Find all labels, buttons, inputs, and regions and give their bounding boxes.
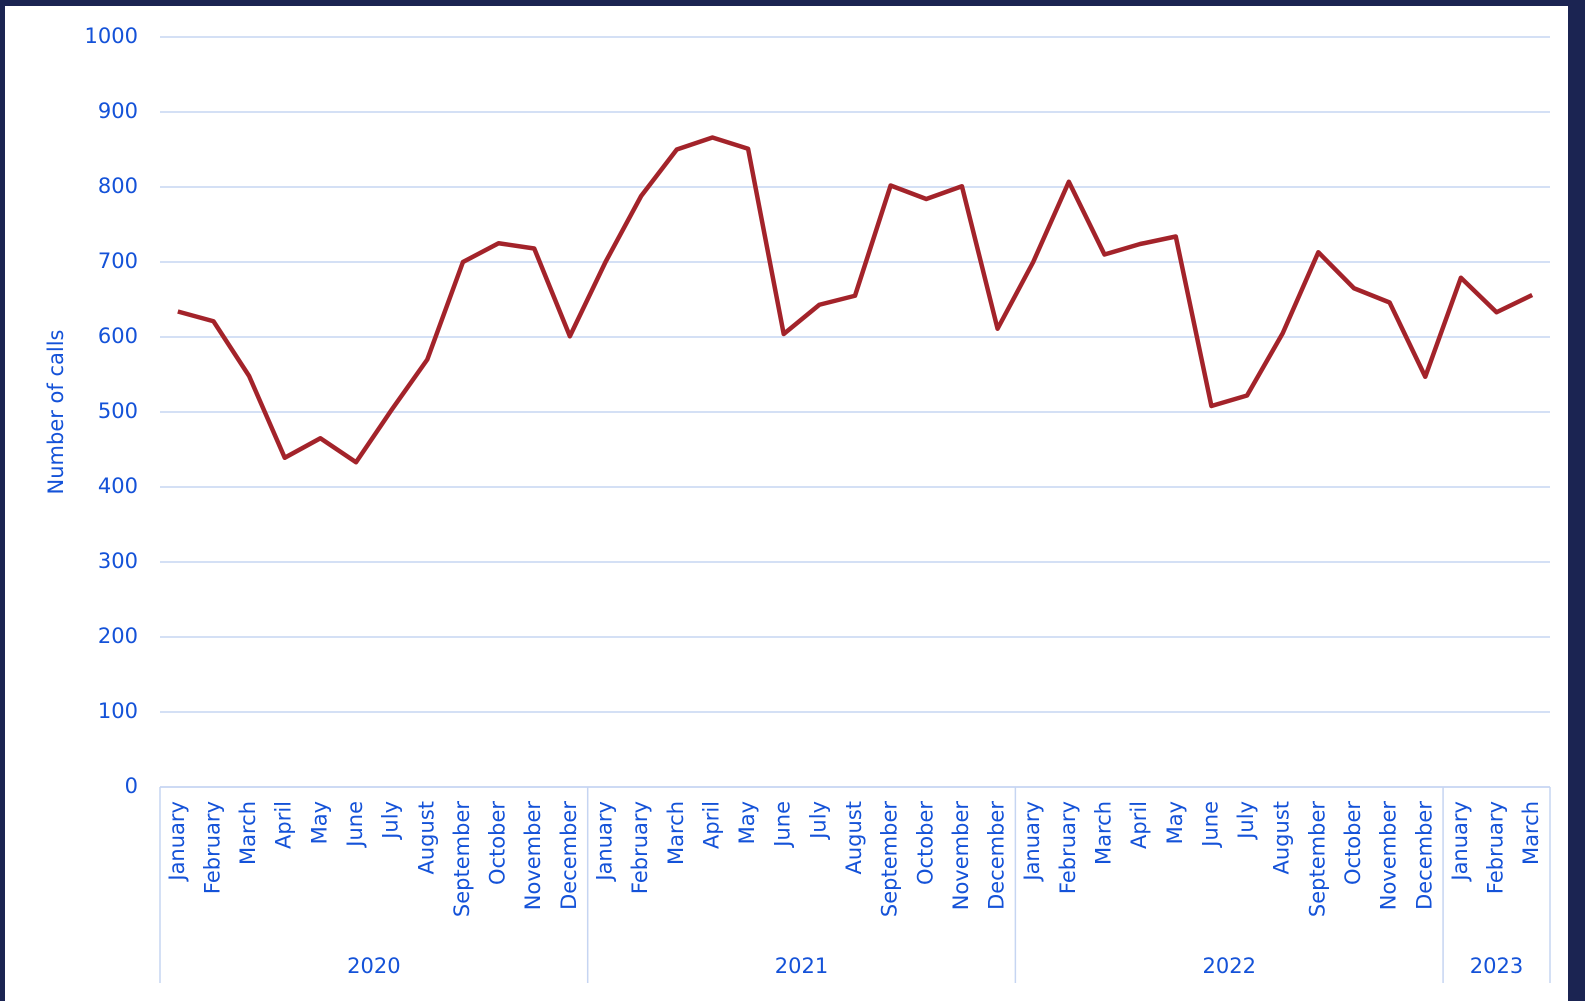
x-tick-label: December	[557, 801, 581, 910]
x-tick-label: April	[1127, 801, 1151, 849]
x-tick-label: July	[379, 801, 403, 841]
y-tick-label: 500	[98, 399, 138, 423]
x-tick-label: February	[1056, 801, 1080, 894]
x-tick-label: March	[1519, 801, 1543, 865]
x-tick-label: September	[878, 801, 902, 917]
y-tick-label: 0	[125, 774, 138, 798]
group-label: 2020	[347, 954, 400, 978]
x-tick-label: March	[664, 801, 688, 865]
chart: Number of calls 0 100 200 300 400 500 600 700 80…	[5, 6, 1568, 1001]
x-tick-label: May	[307, 801, 331, 844]
x-tick-label: October	[486, 801, 510, 885]
x-tick-label: May	[735, 801, 759, 844]
x-tick-label: December	[1412, 801, 1436, 910]
x-tick-label: November	[521, 801, 545, 911]
y-tick-label: 900	[98, 99, 138, 123]
x-tick-label: November	[1377, 801, 1401, 911]
group-label: 2022	[1203, 954, 1256, 978]
x-tick-label: October	[1341, 801, 1365, 885]
x-tick-label: January	[593, 801, 617, 883]
x-tick-label: January	[1020, 801, 1044, 883]
x-tick-label: June	[343, 801, 367, 849]
x-tick-label: August	[842, 801, 866, 875]
x-tick-label: March	[1091, 801, 1115, 865]
x-tick-label: October	[913, 801, 937, 885]
x-tick-label: April	[272, 801, 296, 849]
x-tick-label: September	[1305, 801, 1329, 917]
x-tick-label: June	[1198, 801, 1222, 849]
x-tick-label: April	[699, 801, 723, 849]
x-tick-label: December	[985, 801, 1009, 910]
x-tick-label: June	[771, 801, 795, 849]
data-line	[177, 135, 1534, 465]
group-label: 2023	[1470, 954, 1523, 978]
x-tick-label: August	[1270, 801, 1294, 875]
x-tick-label: May	[1163, 801, 1187, 844]
x-tick-label: February	[200, 801, 224, 894]
x-tick-label: November	[949, 801, 973, 911]
y-tick-label: 600	[98, 324, 138, 348]
y-tick-label: 700	[98, 249, 138, 273]
x-tick-label: August	[414, 801, 438, 875]
x-tick-label: February	[1484, 801, 1508, 894]
x-tick-label: July	[806, 801, 830, 841]
y-tick-label: 800	[98, 174, 138, 198]
y-tick-label: 400	[98, 474, 138, 498]
group-label: 2021	[775, 954, 828, 978]
x-tick-label: January	[165, 801, 189, 883]
y-tick-label: 200	[98, 624, 138, 648]
y-tick-label: 1000	[85, 24, 138, 48]
y-tick-label: 100	[98, 699, 138, 723]
y-axis-label: Number of calls	[44, 330, 68, 495]
x-tick-label: September	[450, 801, 474, 917]
x-tick-label: July	[1234, 801, 1258, 841]
y-tick-label: 300	[98, 549, 138, 573]
x-tick-label: February	[628, 801, 652, 894]
x-tick-label: January	[1448, 801, 1472, 883]
x-tick-label: March	[236, 801, 260, 865]
